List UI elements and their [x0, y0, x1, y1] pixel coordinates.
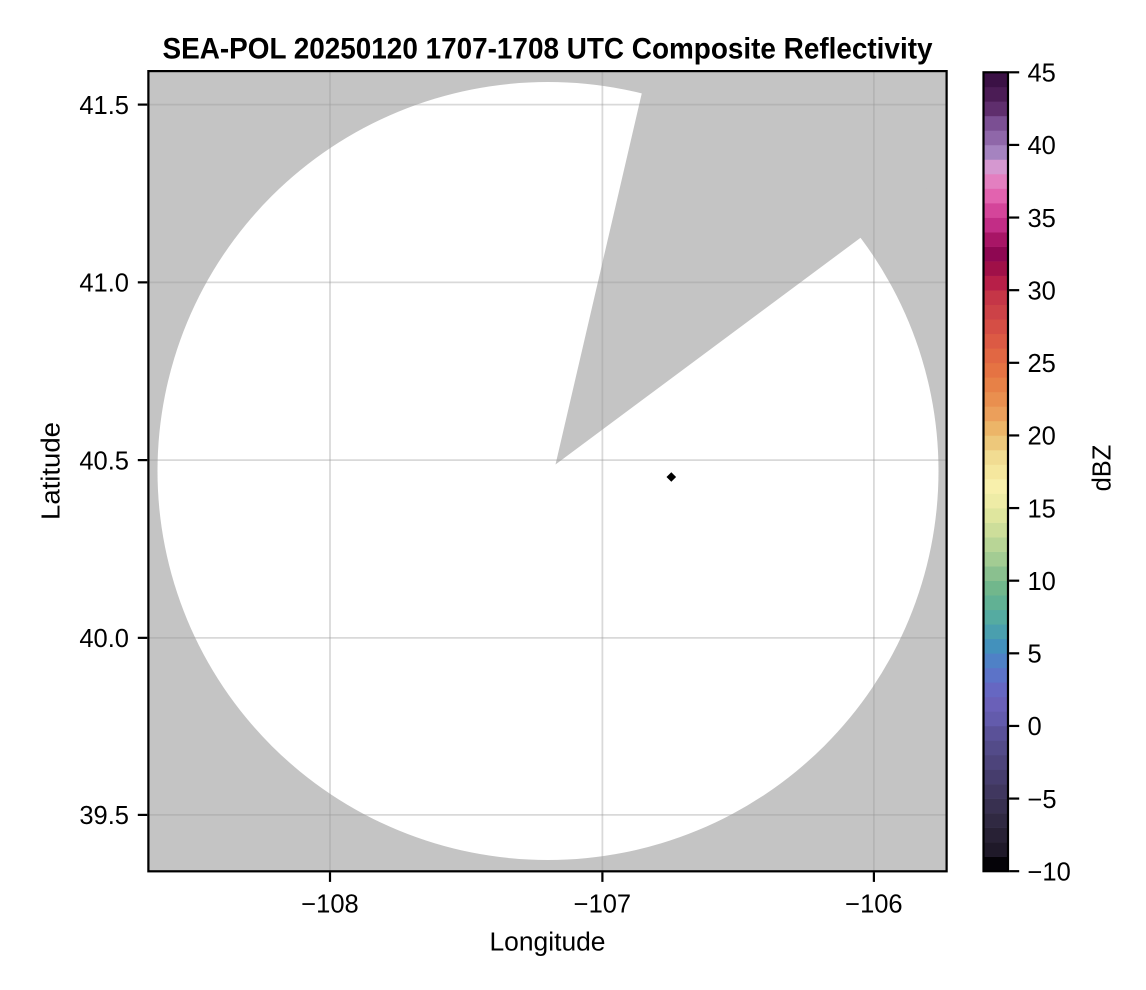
svg-text:0: 0 [1028, 713, 1042, 741]
svg-text:41.0: 41.0 [79, 270, 129, 298]
svg-text:−106: −106 [845, 890, 902, 918]
svg-text:10: 10 [1028, 568, 1056, 596]
svg-text:45: 45 [1028, 60, 1056, 88]
svg-text:40: 40 [1028, 132, 1056, 160]
svg-text:30: 30 [1028, 277, 1056, 305]
svg-text:5: 5 [1028, 641, 1042, 669]
svg-text:41.5: 41.5 [79, 92, 129, 120]
svg-text:25: 25 [1028, 350, 1056, 378]
svg-text:−5: −5 [1028, 786, 1057, 814]
svg-text:−107: −107 [574, 890, 631, 918]
svg-text:35: 35 [1028, 205, 1056, 233]
svg-text:Latitude: Latitude [38, 422, 66, 520]
svg-text:−108: −108 [301, 890, 358, 918]
svg-text:40.5: 40.5 [79, 447, 129, 475]
svg-text:15: 15 [1028, 495, 1056, 523]
svg-text:−10: −10 [1028, 858, 1071, 886]
svg-text:SEA-POL 20250120 1707-1708 UTC: SEA-POL 20250120 1707-1708 UTC Composite… [163, 33, 933, 66]
svg-text:dBZ: dBZ [1088, 445, 1116, 492]
svg-text:Longitude: Longitude [490, 928, 606, 956]
svg-text:39.5: 39.5 [79, 802, 129, 830]
svg-text:20: 20 [1028, 423, 1056, 451]
svg-text:40.0: 40.0 [79, 625, 129, 653]
